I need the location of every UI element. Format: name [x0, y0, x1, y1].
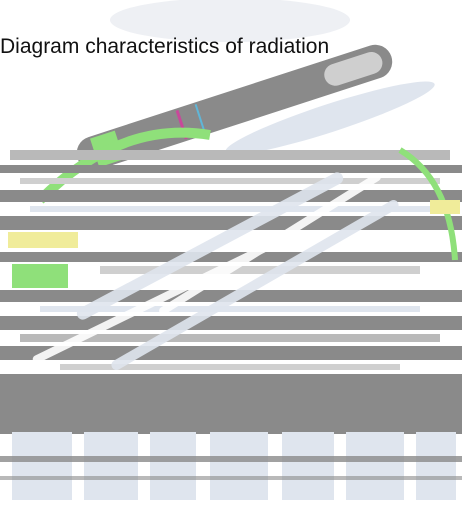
pale-ellipse-upper [225, 81, 435, 155]
right-yellow-patch [430, 200, 460, 214]
middle-glitch-region [0, 150, 462, 400]
page-title: Diagram characteristics of radiation [0, 35, 330, 58]
top-faint-ellipse [110, 0, 350, 42]
right-green-arc [398, 147, 458, 261]
distorted-wordmark-logo [0, 400, 462, 500]
diagonal-streaks [32, 172, 399, 370]
